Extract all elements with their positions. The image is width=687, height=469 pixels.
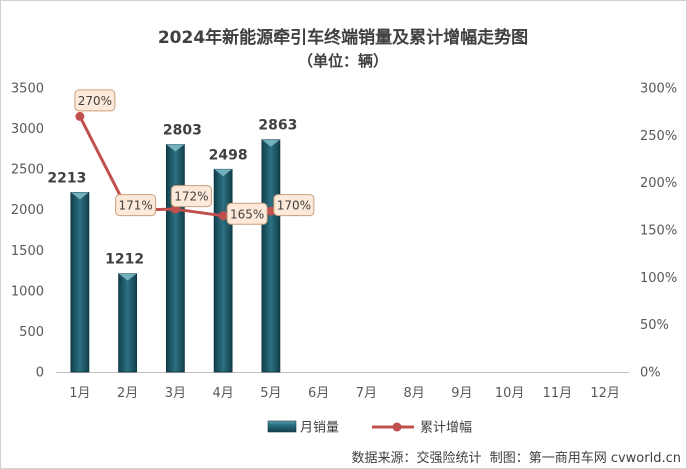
y-right-tick-label: 200%: [640, 176, 677, 191]
bar-2: [118, 273, 138, 373]
line-data-label-box: [115, 194, 157, 217]
x-tick-label: 9月: [451, 386, 472, 401]
y-right-tick-label: 300%: [640, 82, 677, 97]
line-marker: [266, 206, 276, 216]
chart-subtitle: （单位：辆）: [298, 52, 388, 70]
y-left-tick-label: 2500: [11, 163, 44, 178]
line-data-label: 170%: [273, 194, 315, 217]
legend-line-marker: [392, 422, 402, 432]
x-tick-label: 8月: [403, 386, 424, 401]
line-data-labels: 270% 171% 172% 165% 170%: [74, 89, 315, 225]
x-tick-label: 10月: [495, 386, 525, 401]
y-left-tick-label: 1500: [11, 244, 44, 259]
line-data-label: 165%: [226, 202, 268, 225]
legend-label-monthly-sales: 月销量: [300, 421, 339, 436]
y-right-tick-label: 250%: [640, 129, 677, 144]
legend-bar-swatch: [267, 420, 297, 433]
bar-5: [261, 139, 281, 373]
axis-labels: 0 500 1000 1500 2000 2500 3000 3500 0% 50% 100% 150…: [11, 82, 677, 402]
line-data-label: 270%: [74, 89, 116, 112]
y-left-tick-label: 2000: [11, 203, 44, 218]
legend: 月销量 累计增幅: [267, 420, 472, 436]
x-tick-label: 4月: [212, 386, 233, 401]
line-data-label: 172%: [170, 185, 212, 208]
bar-data-label: 1212: [105, 252, 144, 268]
bar-data-label: 2213: [47, 170, 86, 186]
y-left-tick-label: 3500: [11, 82, 44, 97]
y-right-tick-label: 0%: [640, 366, 661, 381]
line-data-label-text: 171%: [118, 199, 152, 213]
line-data-label-text: 170%: [277, 199, 311, 213]
line-data-label-box: [226, 202, 268, 225]
bar-bevel: [166, 144, 185, 152]
x-tick-label: 3月: [165, 386, 186, 401]
line-data-label-box: [170, 185, 212, 208]
legend-label-cumulative-growth: 累计增幅: [420, 421, 472, 436]
line-data-label-text: 172%: [174, 190, 208, 204]
bar-bevel: [261, 139, 280, 147]
line-data-label-box: [273, 194, 315, 217]
y-left-tick-label: 500: [19, 325, 44, 340]
y-right-tick-label: 150%: [640, 224, 677, 239]
bar-data-label: 2863: [258, 118, 297, 134]
x-tick-label: 5月: [260, 386, 281, 401]
y-left-tick-label: 1000: [11, 284, 44, 299]
bar-bevel: [118, 273, 137, 281]
x-tick-label: 11月: [543, 386, 573, 401]
line-data-label: 171%: [115, 194, 157, 217]
line-data-label-text: 165%: [230, 207, 264, 221]
line-marker: [75, 111, 85, 121]
y-right-tick-label: 50%: [640, 318, 669, 333]
bar-4: [213, 168, 233, 373]
y-left-tick-label: 3000: [11, 122, 44, 137]
chart-title: 2024年新能源牵引车终端销量及累计增幅走势图: [158, 27, 528, 48]
bar-bevel: [214, 169, 233, 177]
line-data-label-box: [74, 89, 116, 112]
y-right-tick-label: 100%: [640, 271, 677, 286]
line-marker: [218, 211, 228, 221]
bar-data-labels: 2213 1212 2803 2498 2863: [47, 118, 297, 268]
bar-data-label: 2498: [209, 147, 248, 163]
x-tick-label: 2月: [117, 386, 138, 401]
bar-3: [165, 144, 185, 373]
bar-1: [70, 192, 90, 373]
x-tick-label: 12月: [590, 386, 620, 401]
x-tick-label: 6月: [308, 386, 329, 401]
x-tick-label: 7月: [356, 386, 377, 401]
y-left-tick-label: 0: [36, 366, 44, 381]
bar-data-label: 2803: [163, 123, 202, 139]
source-note: 数据来源：交强险统计 制图：第一商用车网 cvworld.cn: [351, 450, 681, 466]
bar-bevel: [70, 192, 89, 200]
line-data-label-text: 270%: [78, 94, 112, 108]
x-tick-label: 1月: [69, 386, 90, 401]
